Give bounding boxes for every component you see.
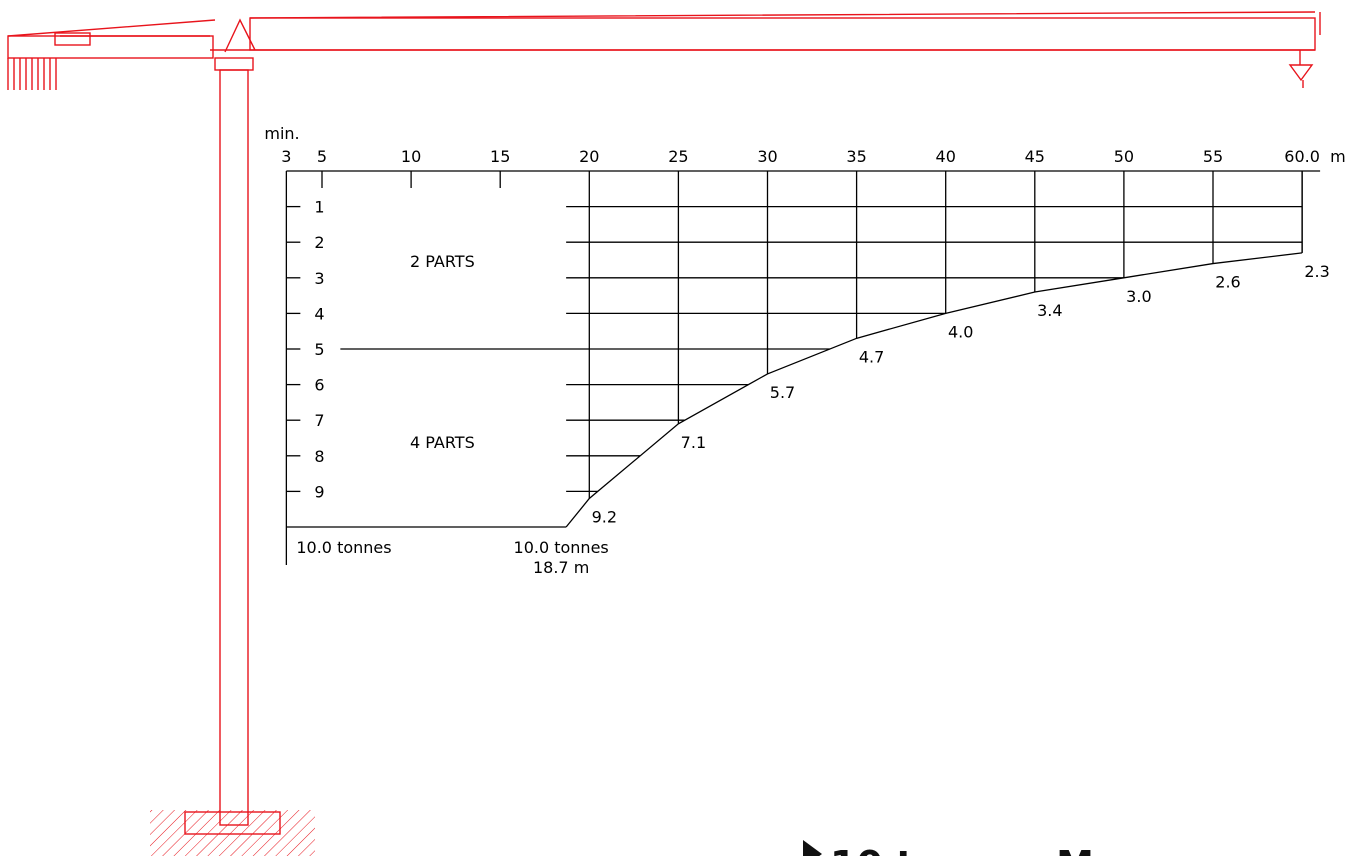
load-tick-label: 7 (314, 411, 324, 430)
capacity-label: 7.1 (681, 433, 706, 452)
radius-tick-label: 25 (668, 147, 688, 166)
footer-label: 10.0 tonnes (296, 538, 391, 557)
radius-prefix: min. (264, 124, 299, 143)
footer-label: 10.0 tonnes (514, 538, 609, 557)
capacity-curve (565, 252, 1303, 528)
capacity-label: 4.7 (859, 347, 884, 366)
heading: 10 tonnes Max (830, 843, 1144, 856)
load-chart: min.3 5 10 15 20 25 30 35 40 45 50 55 60.0 m123456789… (264, 124, 1345, 577)
parts-label: 2 PARTS (410, 252, 475, 271)
radius-tick-label: 10 (401, 147, 421, 166)
capacity-label: 3.4 (1037, 301, 1062, 320)
radius-tick-label: 35 (846, 147, 866, 166)
capacity-label: 3.0 (1126, 287, 1151, 306)
load-tick-label: 3 (314, 269, 324, 288)
capacity-label: 5.7 (770, 383, 795, 402)
radius-unit: m (1330, 147, 1346, 166)
radius-tick-label: 20 (579, 147, 599, 166)
radius-tick-label: 45 (1025, 147, 1045, 166)
radius-tick-label: 50 (1114, 147, 1134, 166)
footer-label: 18.7 m (533, 558, 589, 577)
load-tick-label: 9 (314, 482, 324, 501)
radius-tick-label: 30 (757, 147, 777, 166)
radius-tick-label: 60.0 (1284, 147, 1320, 166)
radius-tick-label: 3 (281, 147, 291, 166)
load-tick-label: 2 (314, 233, 324, 252)
capacity-label: 9.2 (592, 508, 617, 527)
load-tick-label: 1 (314, 198, 324, 217)
radius-tick-label: 55 (1203, 147, 1223, 166)
capacity-label: 4.0 (948, 322, 973, 341)
radius-tick-label: 40 (936, 147, 956, 166)
parts-label: 4 PARTS (410, 433, 475, 452)
radius-tick-label: 5 (317, 147, 327, 166)
radius-tick-label: 15 (490, 147, 510, 166)
capacity-label: 2.6 (1215, 273, 1240, 292)
capacity-label: 2.3 (1304, 262, 1329, 281)
heading-marker (803, 840, 822, 856)
load-tick-label: 4 (314, 304, 324, 323)
load-tick-label: 8 (314, 447, 324, 466)
crane (7, 11, 1321, 856)
load-tick-label: 6 (314, 376, 324, 395)
load-tick-label: 5 (314, 340, 324, 359)
